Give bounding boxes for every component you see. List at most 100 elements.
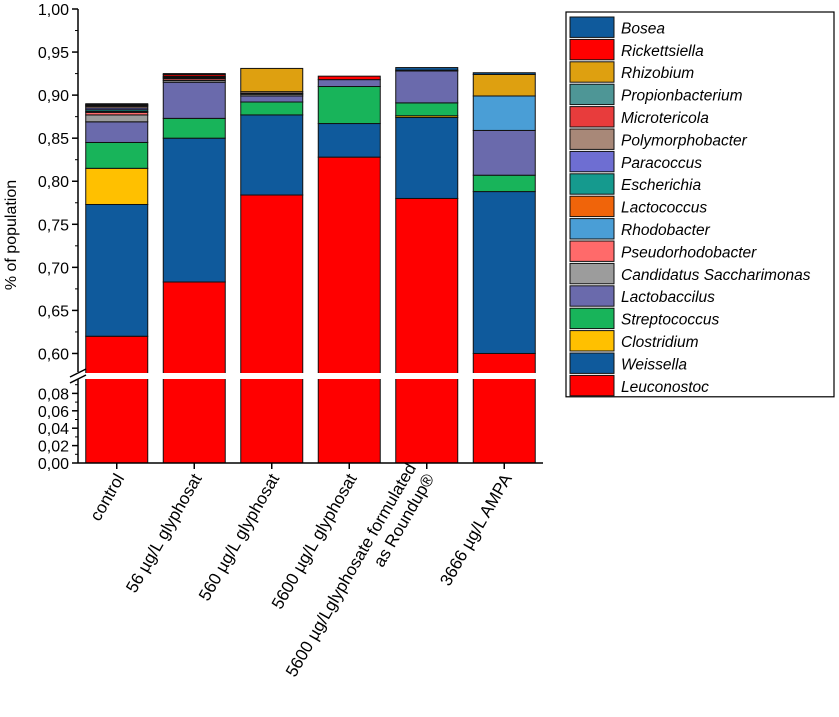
bar-segment-rickettsiella [317,75,381,81]
y-tick-label: 0,08 [38,386,69,403]
legend-label: Rhizobium [621,65,694,82]
legend: Bosea Rickettsiella Rhizobium Propionbacter… [565,11,835,398]
bar-segment-lactobaccilus [162,81,226,119]
y-tick-label: 0,85 [38,131,69,148]
bar-segment-streptococcus [240,101,304,116]
y-tick-label: 0,06 [38,404,69,421]
bar-segment-leuconostoc-lower [317,375,381,464]
bar-segment-lactobaccilus [395,70,459,104]
legend-label: Rhodobacter [621,222,711,239]
legend-swatch [569,61,615,83]
legend-label: Lactococcus [621,200,707,217]
axis-break-mark [69,374,87,384]
legend-swatch [569,195,615,218]
legend-label: Leuconostoc [621,379,709,396]
bar-segment-lactobaccilus [317,79,381,88]
x-tick-label: 3666 µg/L AMPA [436,470,516,589]
legend-label: Paracoccus [621,155,702,172]
legend-swatch [569,83,615,106]
bar-segment-bosea [162,73,226,75]
bar-segment-leuconostoc-lower [472,375,536,464]
legend-swatch [569,16,615,38]
bar-segment-bosea [395,67,459,71]
legend-label: Clostridium [621,334,699,351]
y-tick-label: 0,80 [38,174,69,191]
bar-segment-bosea [85,103,149,106]
legend-swatch [569,173,615,195]
legend-label: Candidatus Saccharimonas [621,267,811,284]
y-tick-label: 0,65 [38,303,69,320]
bar-segment-weissella [472,191,536,354]
bar-segment-weissella [317,123,381,158]
legend-label: Streptococcus [621,312,719,329]
legend-label: Escherichia [621,177,701,194]
legend-swatch [569,307,615,330]
y-tick-label: 0,70 [38,260,69,277]
legend-swatch [569,285,615,307]
x-tick-label: 56 µg/L glyphosat [122,470,206,596]
plot-area [85,67,536,464]
legend-label: Bosea [621,20,665,37]
x-tick-label: control [86,471,128,525]
bar-segment-leuconostoc-lower [240,375,304,464]
legend-label: Polymorphobacter [621,132,748,149]
y-tick-label: 1,00 [38,2,69,19]
y-tick-label: 0,02 [38,439,69,456]
y-tick-label: 0,00 [38,456,69,473]
legend-swatch [569,240,615,262]
y-tick-label: 0,75 [38,217,69,234]
y-tick-label: 0,90 [38,88,69,105]
bar-segment-streptococcus [395,102,459,117]
bar-segment-leuconostoc [240,194,304,376]
bar-segment-clostridium [85,167,149,205]
bar-segment-streptococcus [162,117,226,139]
bar-segment-leuconostoc [85,335,149,376]
axis-break-gap [60,373,545,379]
y-tick-label: 0,60 [38,346,69,363]
x-tick-label-line: 560 µg/L glyphosat [195,470,283,604]
legend-swatch [569,352,615,374]
x-tick-label-line: 56 µg/L glyphosat [122,470,206,596]
y-tick-label: 0,95 [38,45,69,62]
bar-segment-leuconostoc-lower [85,375,149,464]
legend-label: Propionbacterium [621,88,743,105]
legend-swatch [569,262,615,285]
legend-swatch [569,150,615,173]
bar-segment-leuconostoc [395,197,459,376]
axis-break-mark [69,368,87,378]
bar-segment-rhodobacter [472,95,536,131]
bar-segment-bosea [472,72,536,75]
bar-segment-rhizobium [240,67,304,93]
bar-segment-leuconostoc [162,281,226,376]
legend-swatch [569,106,615,128]
bar-segment-streptococcus [85,141,149,169]
x-tick-label: 560 µg/L glyphosat [195,470,283,604]
axes: 0,60 0,65 0,70 0,75 0,80 0,85 0,90 0,95 1,00 0,00… [38,2,545,473]
bar-segment-lactobaccilus [472,129,536,176]
y-axis-title: % of population [3,180,20,290]
legend-swatch [569,218,615,240]
bar-segment-leuconostoc-lower [162,375,226,464]
bar-segment-lactobaccilus [85,121,149,143]
bar-segment-weissella [240,114,304,196]
bar-segment-weissella [85,203,149,337]
legend-swatch [569,330,615,352]
x-tick-label-line: 3666 µg/L AMPA [436,470,516,589]
x-tick-label-line: control [86,471,128,525]
legend-label: Rickettsiella [621,43,704,60]
bar-segment-weissella [162,137,226,283]
legend-label: Weissella [621,356,687,373]
legend-swatch [569,38,615,61]
legend-label: Microtericola [621,110,709,127]
bar-segment-candidatus-saccharimonas [85,114,149,123]
bar-segment-weissella [395,117,459,199]
bar-segment-streptococcus [472,174,536,193]
legend-label: Pseudorhodobacter [621,244,757,261]
y-tick-label: 0,04 [38,421,69,438]
bar-segment-lactobaccilus [240,95,304,103]
bar-segment-leuconostoc-lower [395,375,459,464]
bar-segment-rhizobium [472,73,536,97]
legend-swatch [569,128,615,150]
